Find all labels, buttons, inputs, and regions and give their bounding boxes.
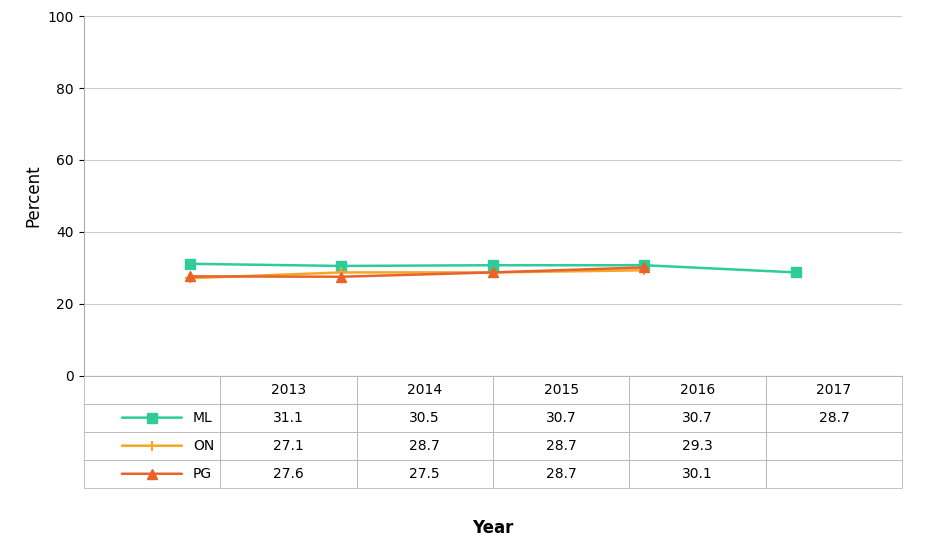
PG [184, 273, 195, 280]
Text: Year: Year [472, 519, 513, 537]
Line: PG: PG [185, 262, 649, 282]
ON [184, 275, 195, 281]
ML [639, 262, 650, 268]
Y-axis label: Percent: Percent [24, 165, 42, 227]
ML [790, 269, 802, 276]
PG [487, 269, 498, 276]
ML [336, 263, 347, 269]
ON [487, 269, 498, 276]
ML [487, 262, 498, 268]
Text: ON: ON [193, 438, 214, 453]
Text: PG: PG [193, 467, 212, 481]
Line: ON: ON [185, 266, 649, 283]
PG [639, 264, 650, 270]
Text: ML: ML [193, 411, 213, 424]
ON [336, 269, 347, 276]
PG [336, 274, 347, 280]
Line: ML: ML [185, 259, 801, 278]
ML [184, 261, 195, 267]
ON [639, 267, 650, 274]
